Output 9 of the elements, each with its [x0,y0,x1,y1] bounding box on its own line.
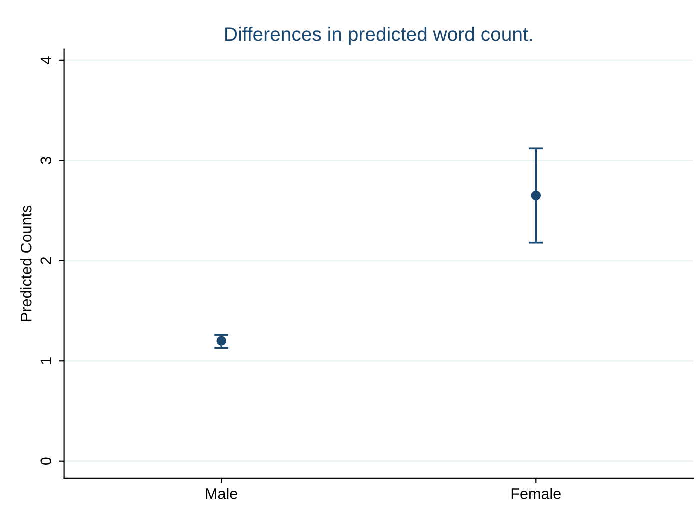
y-tick-label: 0 [40,458,52,466]
x-tick-label: Female [512,488,561,500]
y-tick-label: 1 [40,358,52,364]
y-tick-label: 4 [40,56,52,64]
x-tick-label: Male [206,488,238,500]
y-axis-title: Predicted Counts [20,206,32,322]
y-tick-label: 3 [40,157,52,164]
chart-title: Differences in predicted word count. [226,26,532,46]
y-tick-label: 2 [40,257,52,264]
